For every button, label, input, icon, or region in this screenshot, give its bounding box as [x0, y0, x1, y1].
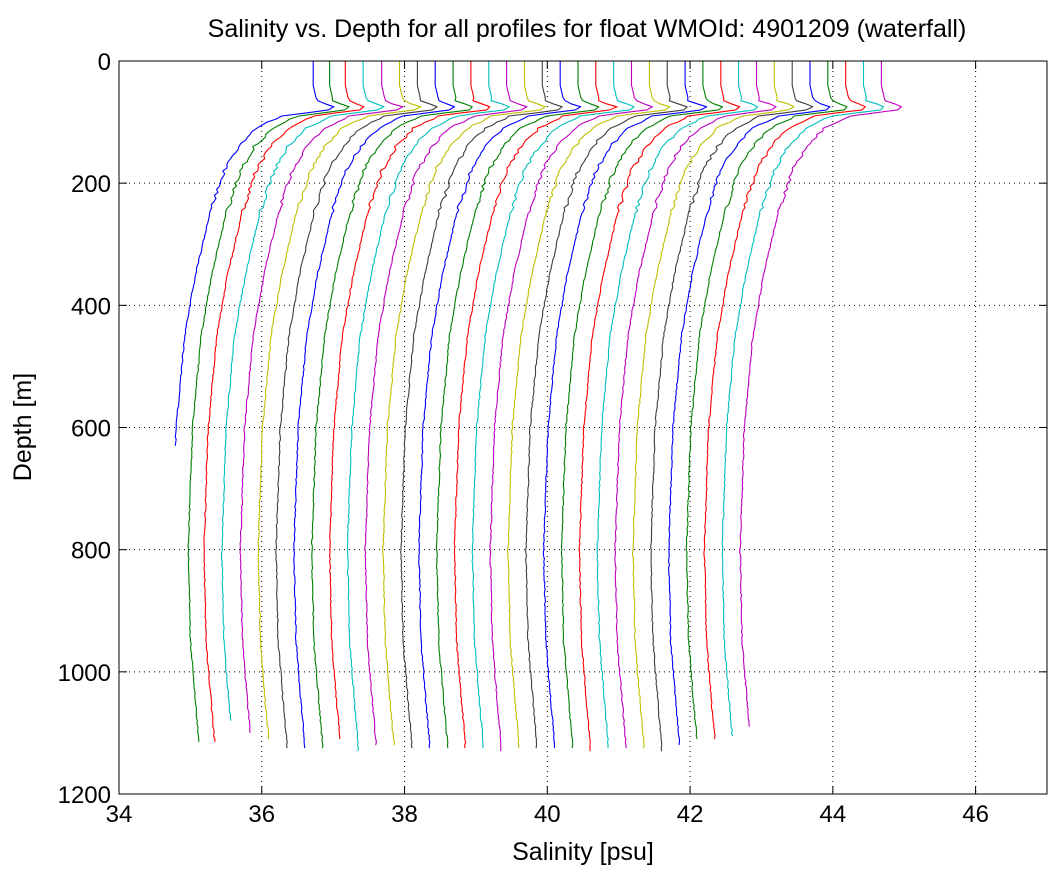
profile-line-22	[542, 61, 708, 749]
x-tick-label: 38	[391, 801, 418, 828]
y-tick-label: 600	[71, 416, 111, 443]
y-tick-label: 800	[71, 538, 111, 565]
axis-ticks: 34 36 38 40 42 44 46 0 200 400 600 800 1000 1200	[58, 49, 1047, 828]
profile-line-33	[739, 61, 902, 727]
x-tick-label: 44	[819, 801, 846, 828]
x-tick-label: 40	[534, 801, 561, 828]
profile-line-12	[364, 61, 528, 746]
profile-line-16	[435, 61, 600, 749]
x-tick-label: 42	[677, 801, 704, 828]
profile-line-15	[418, 61, 582, 749]
profile-line-21	[525, 61, 688, 749]
profile-line-27	[631, 61, 795, 749]
x-tick-label: 34	[106, 801, 133, 828]
profile-line-10	[328, 61, 491, 740]
profile-line-23	[560, 61, 724, 749]
chart-title: Salinity vs. Depth for all profiles for …	[208, 15, 967, 43]
profile-line-30	[685, 61, 848, 740]
profile-line-31	[703, 61, 866, 740]
profile-line-9	[311, 61, 473, 749]
y-axis-label: Depth [m]	[9, 373, 37, 481]
x-tick-label: 46	[962, 801, 989, 828]
profile-line-20	[507, 61, 671, 749]
profile-line-3	[203, 61, 365, 743]
profile-line-32	[721, 61, 885, 737]
x-tick-label: 36	[248, 801, 275, 828]
profile-line-11	[346, 61, 510, 752]
profile-line-18	[471, 61, 635, 749]
profile-line-6	[257, 61, 422, 739]
profile-line-5	[239, 61, 404, 733]
profile-line-14	[400, 61, 563, 749]
profile-line-13	[382, 61, 546, 746]
x-axis-label: Salinity [psu]	[512, 838, 654, 866]
profile-line-7	[275, 61, 438, 749]
profile-line-26	[614, 61, 777, 749]
profile-line-29	[668, 61, 831, 746]
profile-series	[174, 61, 902, 752]
profile-line-4	[220, 61, 385, 721]
y-tick-label: 1200	[58, 782, 111, 809]
profile-line-25	[596, 61, 759, 749]
profile-line-8	[293, 61, 456, 749]
y-tick-label: 400	[71, 293, 111, 320]
grid-lines	[119, 61, 1047, 794]
profile-line-28	[650, 61, 814, 752]
y-tick-label: 1000	[58, 660, 111, 687]
y-tick-label: 200	[71, 171, 111, 198]
profile-line-19	[489, 61, 653, 752]
profile-line-24	[578, 61, 741, 752]
profile-line-17	[453, 61, 618, 749]
y-tick-label: 0	[98, 49, 111, 76]
profile-line-1	[174, 61, 335, 446]
profile-line-2	[187, 61, 350, 743]
